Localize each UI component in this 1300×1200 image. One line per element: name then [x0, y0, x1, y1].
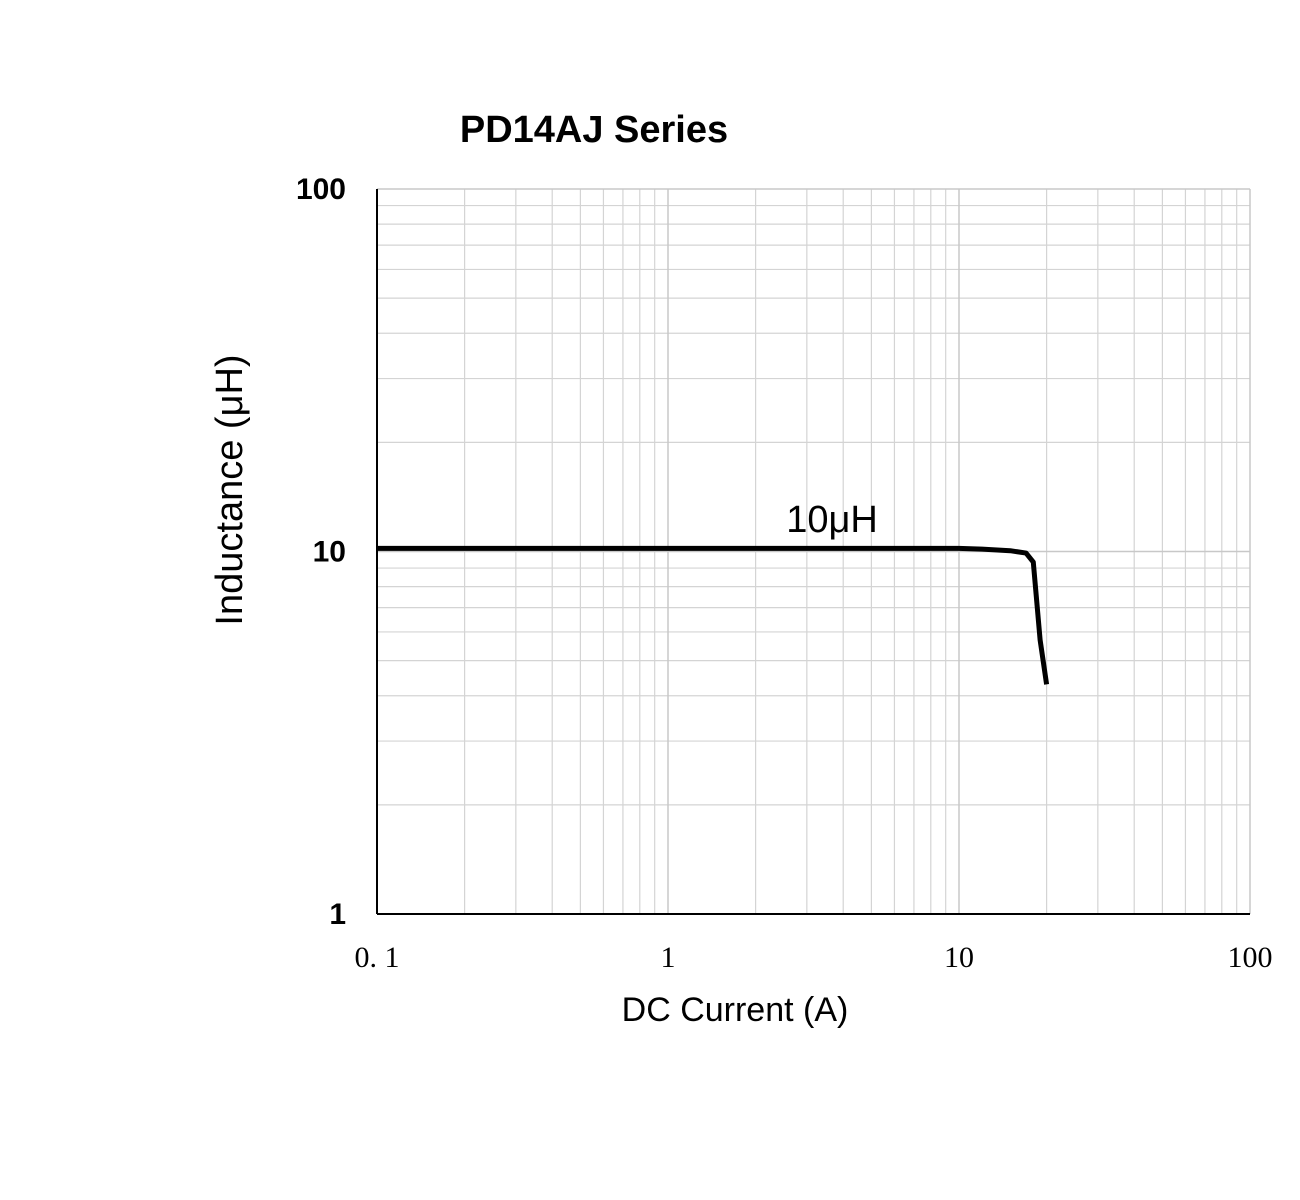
x-tick-label: 0. 1: [355, 941, 400, 974]
x-tick-label: 10: [944, 941, 974, 974]
y-axis-label: Inductance (μH): [209, 354, 251, 625]
y-tick-label: 1: [329, 898, 346, 931]
chart-title: PD14AJ Series: [460, 109, 728, 151]
series-label: 10μH: [786, 499, 878, 541]
y-tick-label: 100: [296, 173, 346, 206]
y-tick-label: 10: [313, 535, 346, 568]
series-line: [377, 545, 1050, 685]
x-axis-label: DC Current (A): [622, 991, 849, 1029]
x-tick-label: 100: [1228, 941, 1273, 974]
x-tick-label: 1: [661, 941, 676, 974]
